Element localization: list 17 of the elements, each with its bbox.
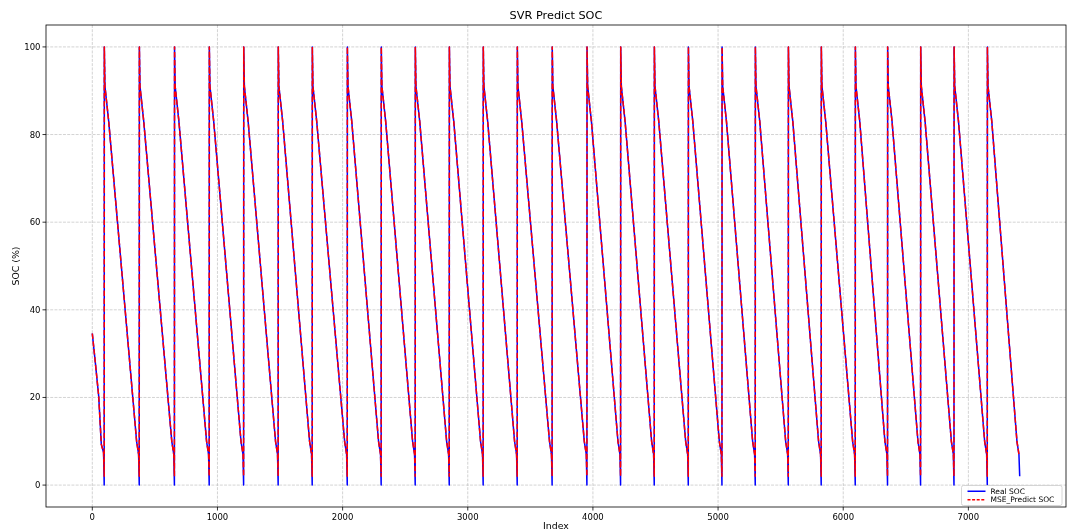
x-tick-label: 5000 [707,511,729,522]
x-tick-label: 7000 [957,511,980,522]
x-tick-label: 6000 [832,511,855,522]
y-tick-label: 80 [29,129,41,140]
y-tick-label: 0 [35,480,41,491]
y-tick-label: 20 [29,392,41,403]
x-tick-label: 0 [89,511,96,522]
x-tick-label: 2000 [331,511,354,522]
y-axis-title: SOC (%) [10,246,21,286]
x-axis-title: Index [543,520,570,531]
y-tick-label: 100 [24,41,41,52]
y-tick-label: 40 [29,304,41,315]
x-tick-label: 3000 [456,511,479,522]
y-tick-label: 60 [29,217,41,228]
chart-title: SVR Predict SOC [509,9,603,22]
x-tick-label: 4000 [582,511,604,522]
x-tick-label: 1000 [206,511,229,522]
